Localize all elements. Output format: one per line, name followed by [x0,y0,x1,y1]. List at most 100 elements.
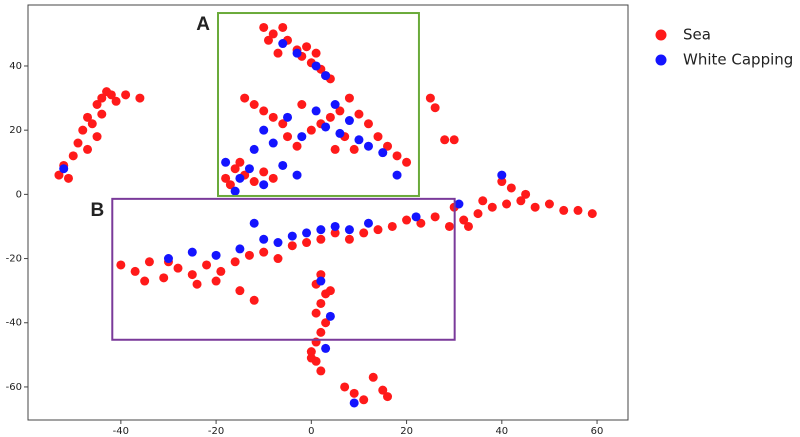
point [344,234,354,244]
point [335,128,345,138]
point [221,173,231,183]
point [106,90,116,100]
point [292,48,302,58]
point [440,135,450,145]
point [244,164,254,174]
point [249,144,259,154]
point [278,39,288,49]
point [487,202,497,212]
point [225,180,235,190]
point [344,93,354,103]
point [316,234,326,244]
point [259,247,269,257]
point [325,311,335,321]
point [363,218,373,228]
point [187,247,197,257]
point [244,250,254,260]
point [330,228,340,238]
point [278,119,288,129]
point [344,225,354,235]
point [321,318,331,328]
point [321,343,331,353]
point [392,151,402,161]
point [268,112,278,122]
point [216,266,226,276]
point [259,106,269,116]
point [87,119,97,129]
point [92,132,102,142]
plot-frame [27,4,629,421]
point [230,164,240,174]
point [111,96,121,106]
region-label: A [196,14,210,35]
point [506,183,516,193]
point [302,228,312,238]
region-label: B [91,200,105,221]
point [459,215,469,225]
point [321,71,331,81]
point [497,170,507,180]
point [230,186,240,196]
point [306,347,316,357]
point [359,395,369,405]
point [92,99,102,109]
point [402,215,412,225]
point [302,238,312,248]
point [349,398,359,408]
point [463,221,473,231]
y-tick-label: 0 [16,189,22,200]
point [192,279,202,289]
point [368,372,378,382]
point [430,212,440,222]
point [302,42,312,52]
point [502,199,512,209]
point [311,308,321,318]
point [473,209,483,219]
point [235,244,245,254]
legend-label: White Capping [683,51,793,69]
x-tick-label: 40 [495,426,508,437]
point [316,270,326,280]
point [68,151,78,161]
point [316,276,326,286]
point [387,221,397,231]
point [130,266,140,276]
point [478,196,488,206]
point [211,276,221,286]
point [259,180,269,190]
point [240,93,250,103]
y-tick-label: 40 [9,61,22,72]
point [411,212,421,222]
point [363,141,373,151]
point [402,157,412,167]
x-tick-label: 20 [400,426,413,437]
point [73,138,83,148]
point [235,157,245,167]
point [306,353,316,363]
point [349,388,359,398]
point [330,221,340,231]
point [316,298,326,308]
x-tick-label: -40 [113,426,129,437]
point [325,112,335,122]
point [235,286,245,296]
point [311,61,321,71]
point [354,109,364,119]
point [311,106,321,116]
point [392,170,402,180]
x-tick-label: 0 [308,426,314,437]
point [330,99,340,109]
point [292,170,302,180]
point [54,170,64,180]
point [425,93,435,103]
point [297,99,307,109]
point [116,260,126,270]
point [544,199,554,209]
point [344,116,354,126]
point [230,257,240,267]
point [278,22,288,32]
point [278,160,288,170]
point [221,157,231,167]
point [297,132,307,142]
point [416,218,426,228]
